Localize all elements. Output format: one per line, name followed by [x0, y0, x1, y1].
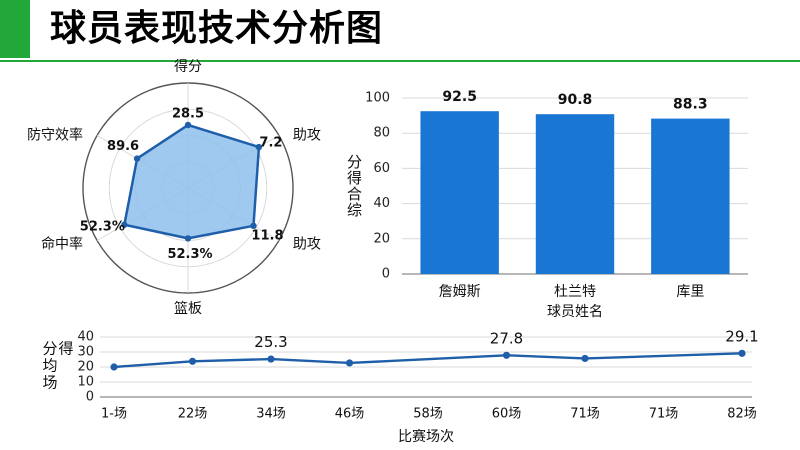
radar-area — [123, 123, 261, 240]
line-point-0 — [110, 363, 118, 371]
radar-axis-label: 命中率 — [41, 236, 83, 253]
bar-y-tick-label: 100 — [365, 91, 390, 106]
line-point-label: 25.3 — [254, 333, 287, 351]
bar-x-axis-title: 球员姓名 — [547, 304, 603, 320]
line-point-label: 29.1 — [725, 327, 758, 345]
line-point-label: 27.8 — [490, 329, 523, 347]
radar-value-label: 52.3% — [80, 219, 125, 234]
line-y-tick-label: 20 — [77, 360, 94, 375]
radar-point-4 — [121, 221, 128, 228]
title-underline — [0, 60, 800, 62]
bar-y-tick-label: 0 — [382, 267, 390, 282]
line-point-6 — [738, 349, 746, 357]
line-point-3 — [345, 359, 354, 367]
radar-point-3 — [184, 235, 192, 242]
line-y-axis-title-char: 场 — [42, 374, 57, 392]
line-x-tick-label: 22场 — [178, 407, 208, 422]
line-x-tick-label: 46场 — [335, 407, 365, 422]
line-x-tick-label: 71场 — [649, 407, 679, 422]
bar-y-tick-label: 20 — [373, 231, 390, 246]
radar-value-label: 11.8 — [251, 228, 283, 243]
radar-axis-label: 防守效率 — [27, 127, 83, 144]
line-point-1 — [188, 357, 197, 365]
bar-2 — [651, 118, 730, 274]
bar-category-label: 库里 — [676, 284, 704, 300]
line-x-tick-label: 60场 — [492, 407, 522, 422]
radar-point-2 — [250, 222, 257, 229]
radar-axis-label: 篮板 — [174, 301, 202, 317]
bar-y-tick-label: 60 — [373, 161, 390, 176]
radar-value-label: 28.5 — [172, 107, 204, 122]
page-title: 球员表现技术分析图 — [50, 8, 384, 49]
line-y-axis-title-char: 分 — [42, 340, 57, 358]
bar-y-axis-title: 分得合综 — [345, 154, 363, 218]
line-x-axis-title: 比赛场次 — [398, 429, 454, 445]
line-y-tick-label: 30 — [77, 345, 94, 360]
line-y-tick-label: 0 — [86, 390, 94, 405]
line-y-axis-title-char: 均 — [42, 357, 57, 375]
line-y-tick-label: 40 — [77, 330, 94, 345]
bar-1 — [535, 114, 615, 274]
radar-point-5 — [133, 155, 141, 162]
radar-value-label: 89.6 — [107, 139, 139, 154]
bar-y-tick-label: 80 — [373, 126, 390, 141]
line-point-2 — [267, 355, 275, 363]
radar-point-1 — [255, 143, 263, 151]
title-accent-bar — [0, 0, 30, 58]
line-x-tick-label: 1-场 — [101, 407, 127, 422]
bar-value-label: 92.5 — [442, 89, 477, 105]
radar-axis-label: 助攻 — [293, 237, 321, 253]
bar-category-label: 詹姆斯 — [439, 284, 481, 300]
bar-value-label: 88.3 — [673, 97, 708, 113]
radar-value-label: 7.2 — [259, 136, 282, 151]
bar-0 — [420, 111, 499, 274]
line-x-tick-label: 82场 — [727, 407, 757, 422]
radar-axis-label: 助攻 — [293, 128, 321, 144]
line-x-tick-label: 71场 — [570, 407, 600, 422]
line-y-tick-label: 10 — [77, 375, 94, 390]
bar-y-tick-label: 40 — [373, 196, 390, 211]
line-series — [113, 352, 743, 369]
line-y-axis-title-char: 得 — [58, 340, 73, 358]
line-x-tick-label: 34场 — [256, 407, 286, 422]
radar-point-0 — [184, 121, 192, 129]
line-point-4 — [502, 351, 511, 359]
line-x-tick-label: 58场 — [413, 407, 443, 422]
bar-value-label: 90.8 — [558, 92, 593, 108]
bar-category-label: 杜兰特 — [554, 284, 596, 300]
line-point-5 — [581, 354, 589, 363]
radar-axis-label: 得分 — [174, 58, 202, 75]
radar-value-label: 52.3% — [167, 247, 212, 262]
